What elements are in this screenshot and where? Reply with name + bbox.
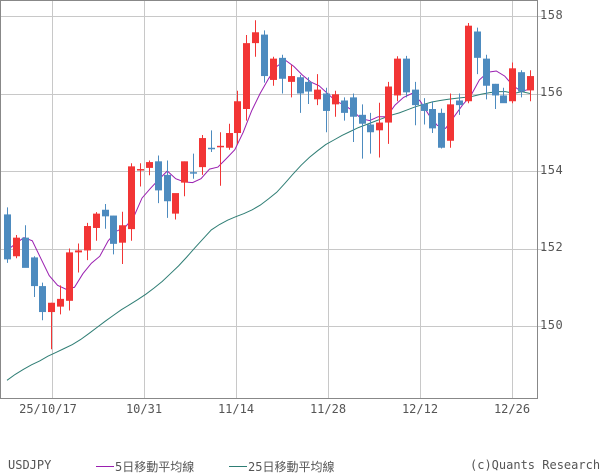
x-tick-label: 10/31 <box>125 402 163 416</box>
candlestick-chart <box>0 0 545 399</box>
y-tick-152: 152 <box>540 240 564 254</box>
y-tick-156: 156 <box>540 85 564 99</box>
y-tick-158: 158 <box>540 8 564 22</box>
legend-ma25: 25日移動平均線 <box>229 458 334 475</box>
x-tick-label: 11/28 <box>309 402 347 416</box>
copyright: (c)Quants Research <box>470 458 600 472</box>
x-tick-label: 25/10/17 <box>19 402 77 416</box>
legend-ma5: 5日移動平均線 <box>96 458 194 475</box>
ma5-legend-label: 5日移動平均線 <box>115 460 195 474</box>
x-tick-label: 11/14 <box>217 402 255 416</box>
y-tick-154: 154 <box>540 163 564 177</box>
ma25-swatch-icon <box>229 466 247 467</box>
ma5-swatch-icon <box>96 466 114 467</box>
x-tick-label: 12/12 <box>401 402 439 416</box>
y-tick-150: 150 <box>540 318 564 332</box>
ma25-legend-label: 25日移動平均線 <box>248 460 335 474</box>
legend-symbol: USDJPY <box>8 458 51 472</box>
ma25-line <box>6 91 531 381</box>
candles <box>4 20 534 350</box>
copyright-label: (c)Quants Research <box>470 458 600 472</box>
x-tick-label: 12/26 <box>493 402 531 416</box>
symbol-label: USDJPY <box>8 458 52 472</box>
plot-frame <box>0 0 538 399</box>
